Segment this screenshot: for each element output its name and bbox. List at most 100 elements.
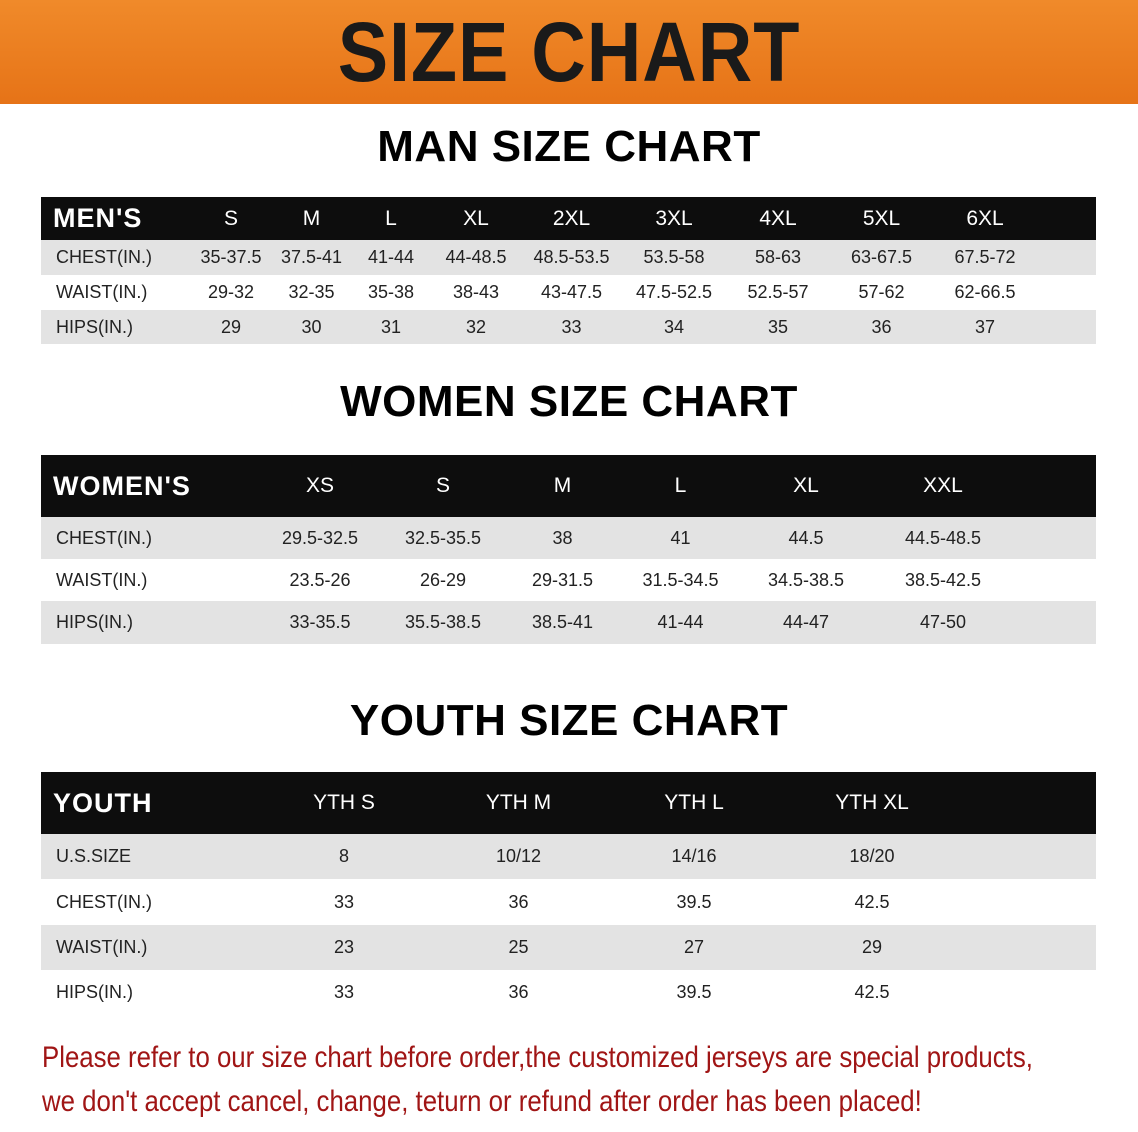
measurement-cell: 14/16 (606, 834, 782, 879)
measurement-cell: 32-35 (272, 275, 351, 310)
row-filler (1037, 240, 1096, 275)
table-row: CHEST(IN.) 35-37.5 37.5-41 41-44 44-48.5 48.5… (41, 240, 1096, 275)
measurement-cell: 44.5 (740, 517, 872, 559)
measurement-cell: 41-44 (351, 240, 431, 275)
table-row: HIPS(IN.) 33-35.5 35.5-38.5 38.5-41 41-44 44-… (41, 601, 1096, 644)
column-header-size: L (351, 197, 431, 240)
page-title: SIZE CHART (337, 5, 801, 99)
men-section-title: MAN SIZE CHART (377, 122, 761, 171)
table-row: HIPS(IN.) 33 36 39.5 42.5 (41, 970, 1096, 1015)
youth-size-table: YOUTH YTH S YTH M YTH L YTH XL U.S.SIZE 8 10/12… (41, 772, 1096, 1015)
measurement-cell: 52.5-57 (726, 275, 830, 310)
men-header-row: MEN'S S M L XL 2XL 3XL 4XL 5XL 6XL (41, 197, 1096, 240)
row-label: CHEST(IN.) (41, 240, 190, 275)
row-label: CHEST(IN.) (41, 517, 258, 559)
row-label: WAIST(IN.) (41, 559, 258, 601)
column-header-size: M (272, 197, 351, 240)
measurement-cell: 63-67.5 (830, 240, 933, 275)
measurement-cell: 29 (190, 310, 272, 344)
measurement-cell: 38 (504, 517, 621, 559)
row-filler (1037, 310, 1096, 344)
measurement-cell: 31 (351, 310, 431, 344)
table-row: WAIST(IN.) 23.5-26 26-29 29-31.5 31.5-34.5 34… (41, 559, 1096, 601)
column-header-size: YTH L (606, 772, 782, 834)
measurement-cell: 67.5-72 (933, 240, 1037, 275)
column-header-size: XXL (872, 455, 1014, 517)
measurement-cell: 36 (431, 970, 606, 1015)
title-banner: SIZE CHART (0, 0, 1138, 104)
measurement-cell: 44-48.5 (431, 240, 521, 275)
measurement-cell: 44.5-48.5 (872, 517, 1014, 559)
table-row: WAIST(IN.) 29-32 32-35 35-38 38-43 43-47.5 47.… (41, 275, 1096, 310)
measurement-cell: 26-29 (382, 559, 504, 601)
column-header-size: XS (258, 455, 382, 517)
column-header-size: XL (431, 197, 521, 240)
measurement-cell: 25 (431, 925, 606, 970)
row-filler (962, 970, 1096, 1015)
women-header-row: WOMEN'S XS S M L XL XXL (41, 455, 1096, 517)
column-header-size: 3XL (622, 197, 726, 240)
row-label: HIPS(IN.) (41, 310, 190, 344)
column-header-size: 5XL (830, 197, 933, 240)
measurement-cell: 57-62 (830, 275, 933, 310)
table-row: U.S.SIZE 8 10/12 14/16 18/20 (41, 834, 1096, 879)
measurement-cell: 34 (622, 310, 726, 344)
measurement-cell: 23 (257, 925, 431, 970)
row-label: CHEST(IN.) (41, 879, 257, 925)
column-header-size: L (621, 455, 740, 517)
measurement-cell: 36 (830, 310, 933, 344)
measurement-cell: 29.5-32.5 (258, 517, 382, 559)
measurement-cell: 33 (521, 310, 622, 344)
measurement-cell: 35-37.5 (190, 240, 272, 275)
row-filler (1014, 601, 1096, 644)
column-header-label: WOMEN'S (41, 455, 258, 517)
measurement-cell: 41-44 (621, 601, 740, 644)
row-label: WAIST(IN.) (41, 925, 257, 970)
measurement-cell: 30 (272, 310, 351, 344)
measurement-cell: 29-31.5 (504, 559, 621, 601)
measurement-cell: 38-43 (431, 275, 521, 310)
measurement-cell: 10/12 (431, 834, 606, 879)
measurement-cell: 42.5 (782, 970, 962, 1015)
notice-line-2: we don't accept cancel, change, teturn o… (42, 1085, 922, 1118)
measurement-cell: 29 (782, 925, 962, 970)
measurement-cell: 35.5-38.5 (382, 601, 504, 644)
column-header-size: M (504, 455, 621, 517)
column-header-size: S (382, 455, 504, 517)
measurement-cell: 41 (621, 517, 740, 559)
column-header-size: S (190, 197, 272, 240)
measurement-cell: 39.5 (606, 879, 782, 925)
measurement-cell: 27 (606, 925, 782, 970)
youth-section-title: YOUTH SIZE CHART (349, 696, 789, 745)
measurement-cell: 31.5-34.5 (621, 559, 740, 601)
measurement-cell: 34.5-38.5 (740, 559, 872, 601)
table-row: WAIST(IN.) 23 25 27 29 (41, 925, 1096, 970)
row-filler (1014, 517, 1096, 559)
measurement-cell: 35-38 (351, 275, 431, 310)
column-header-label: YOUTH (41, 772, 257, 834)
row-label: U.S.SIZE (41, 834, 257, 879)
row-filler (1037, 275, 1096, 310)
measurement-cell: 29-32 (190, 275, 272, 310)
column-header-label: MEN'S (41, 197, 190, 240)
measurement-cell: 36 (431, 879, 606, 925)
measurement-cell: 33 (257, 970, 431, 1015)
row-label: HIPS(IN.) (41, 601, 258, 644)
measurement-cell: 37.5-41 (272, 240, 351, 275)
header-filler (962, 772, 1096, 834)
men-size-table: MEN'S S M L XL 2XL 3XL 4XL 5XL 6XL CHEST(IN.) 35-37… (41, 197, 1096, 344)
measurement-cell: 32.5-35.5 (382, 517, 504, 559)
measurement-cell: 35 (726, 310, 830, 344)
row-label: WAIST(IN.) (41, 275, 190, 310)
women-size-table: WOMEN'S XS S M L XL XXL CHEST(IN.) 29.5-32.5 32.5… (41, 455, 1096, 644)
measurement-cell: 47.5-52.5 (622, 275, 726, 310)
measurement-cell: 33-35.5 (258, 601, 382, 644)
women-section-title: WOMEN SIZE CHART (340, 377, 798, 426)
table-row: CHEST(IN.) 29.5-32.5 32.5-35.5 38 41 44.5 44.5… (41, 517, 1096, 559)
measurement-cell: 53.5-58 (622, 240, 726, 275)
row-filler (962, 834, 1096, 879)
row-filler (1014, 559, 1096, 601)
measurement-cell: 32 (431, 310, 521, 344)
measurement-cell: 23.5-26 (258, 559, 382, 601)
measurement-cell: 37 (933, 310, 1037, 344)
